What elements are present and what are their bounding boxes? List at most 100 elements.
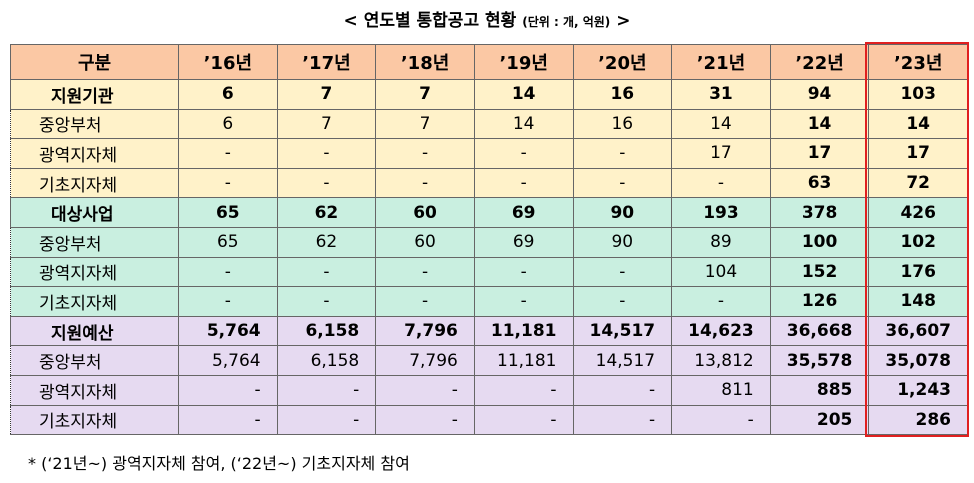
header-cell: ’20년 <box>572 44 673 80</box>
value-cell: 14 <box>868 108 968 140</box>
value-cell: 89 <box>671 226 771 258</box>
header-cell: ’23년 <box>868 44 968 80</box>
sub-row: 광역지자체 - - - - -17 17 17 <box>10 138 968 169</box>
sub-row: 광역지자체 - - - - -811 885 1,243 <box>10 374 968 406</box>
value-cell: - <box>473 167 574 199</box>
value-cell: - <box>276 167 377 199</box>
value-cell: 126 <box>769 286 870 317</box>
value-cell: 69 <box>473 226 574 258</box>
value-cell: 152 <box>769 256 870 288</box>
value-cell: 14,623 <box>671 315 771 347</box>
value-cell: 426 <box>868 197 968 228</box>
row-label: 대상사업 <box>10 197 179 228</box>
value-cell: 6 <box>178 108 278 140</box>
value-cell: 6,158 <box>276 345 377 376</box>
value-cell: 65 <box>178 226 278 258</box>
value-cell: - <box>572 404 673 436</box>
value-cell: - <box>276 256 377 288</box>
value-cell: 14 <box>473 108 574 140</box>
value-cell: 885 <box>769 374 870 406</box>
value-cell: 14,517 <box>572 315 673 347</box>
value-cell: 811 <box>671 374 771 406</box>
value-cell: 13,812 <box>671 345 771 376</box>
value-cell: 7,796 <box>375 345 475 376</box>
value-cell: 65 <box>178 197 278 228</box>
header-cell: ’17년 <box>276 44 377 80</box>
value-cell: 31 <box>671 79 771 110</box>
value-cell: 176 <box>868 256 968 288</box>
value-cell: - <box>178 374 278 406</box>
value-cell: - <box>473 374 574 406</box>
value-cell: 14 <box>473 79 574 110</box>
value-cell: - <box>671 404 771 436</box>
value-cell: 6,158 <box>276 315 377 347</box>
value-cell: - <box>375 167 475 199</box>
unit: (단위 : 개, 억원) <box>522 15 611 29</box>
value-cell: - <box>178 256 278 288</box>
header-cell: ’16년 <box>178 44 278 80</box>
value-cell: 193 <box>671 197 771 228</box>
value-cell: 62 <box>276 197 377 228</box>
sub-row: 중앙부처 65 62 60 69 90 89 100 102 <box>10 226 968 258</box>
value-cell: 104 <box>671 256 771 288</box>
value-cell: 90 <box>572 226 673 258</box>
sub-row: 기초지자체 - - - - - -126 148 <box>10 286 968 317</box>
value-cell: - <box>375 138 475 169</box>
value-cell: 17 <box>868 138 968 169</box>
value-cell: 14,517 <box>572 345 673 376</box>
value-cell: 7 <box>375 108 475 140</box>
value-cell: 102 <box>868 226 968 258</box>
value-cell: - <box>178 286 278 317</box>
value-cell: 1,243 <box>868 374 968 406</box>
value-cell: 36,668 <box>769 315 870 347</box>
value-cell: 90 <box>572 197 673 228</box>
title-end: > <box>616 11 631 31</box>
row-label: 광역지자체 <box>10 138 179 169</box>
value-cell: 5,764 <box>178 345 278 376</box>
value-cell: 35,078 <box>868 345 968 376</box>
value-cell: 69 <box>473 197 574 228</box>
table-body: 지원기관 6 7 7 14 16 31 94 103 중앙부처 6 7 7 14 16 14 14 14 광역지자체… <box>10 79 968 436</box>
value-cell: 62 <box>276 226 377 258</box>
value-cell: 17 <box>671 138 771 169</box>
value-cell: 7 <box>276 108 377 140</box>
value-cell: 60 <box>375 197 475 228</box>
sub-row: 광역지자체 - - - - -104 152 176 <box>10 256 968 288</box>
value-cell: 94 <box>769 79 870 110</box>
value-cell: - <box>276 286 377 317</box>
sub-row: 기초지자체 - - - - - -63 72 <box>10 167 968 199</box>
value-cell: - <box>178 138 278 169</box>
table: 구분 ’16년 ’17년 ’18년 ’19년 ’20년 ’21년 ’22년 ’23년 지원기관 6… <box>10 44 968 436</box>
value-cell: 14 <box>769 108 870 140</box>
header-cell: ’19년 <box>473 44 574 80</box>
sub-row: 중앙부처 6 7 7 14 16 14 14 14 <box>10 108 968 140</box>
value-cell: - <box>473 404 574 436</box>
total-row: 지원기관 6 7 7 14 16 31 94 103 <box>10 79 968 110</box>
row-label: 기초지자체 <box>10 167 179 199</box>
value-cell: - <box>276 374 377 406</box>
value-cell: 6 <box>178 79 278 110</box>
header-cell: ’18년 <box>375 44 475 80</box>
value-cell: 7 <box>276 79 377 110</box>
value-cell: 103 <box>868 79 968 110</box>
value-cell: 16 <box>572 108 673 140</box>
row-label: 지원예산 <box>10 315 179 347</box>
total-row: 지원예산 5,764 6,158 7,796 11,181 14,517 14,623 36,… <box>10 315 968 347</box>
title: < 연도별 통합공고 현황 (단위 : 개, 억원) > <box>0 6 974 31</box>
value-cell: - <box>375 256 475 288</box>
row-label: 중앙부처 <box>10 108 179 140</box>
row-label: 중앙부처 <box>10 226 179 258</box>
row-label: 지원기관 <box>10 79 179 110</box>
footnote: * (‘21년~) 광역지자체 참여, (‘22년~) 기초지자체 참여 <box>28 454 410 473</box>
value-cell: - <box>671 167 771 199</box>
value-cell: 35,578 <box>769 345 870 376</box>
value-cell: - <box>572 167 673 199</box>
value-cell: 100 <box>769 226 870 258</box>
value-cell: 11,181 <box>473 345 574 376</box>
total-row: 대상사업 65 62 60 69 90 193 378 426 <box>10 197 968 228</box>
value-cell: 5,764 <box>178 315 278 347</box>
value-cell: - <box>572 138 673 169</box>
row-label: 기초지자체 <box>10 404 179 436</box>
row-label: 중앙부처 <box>10 345 179 376</box>
